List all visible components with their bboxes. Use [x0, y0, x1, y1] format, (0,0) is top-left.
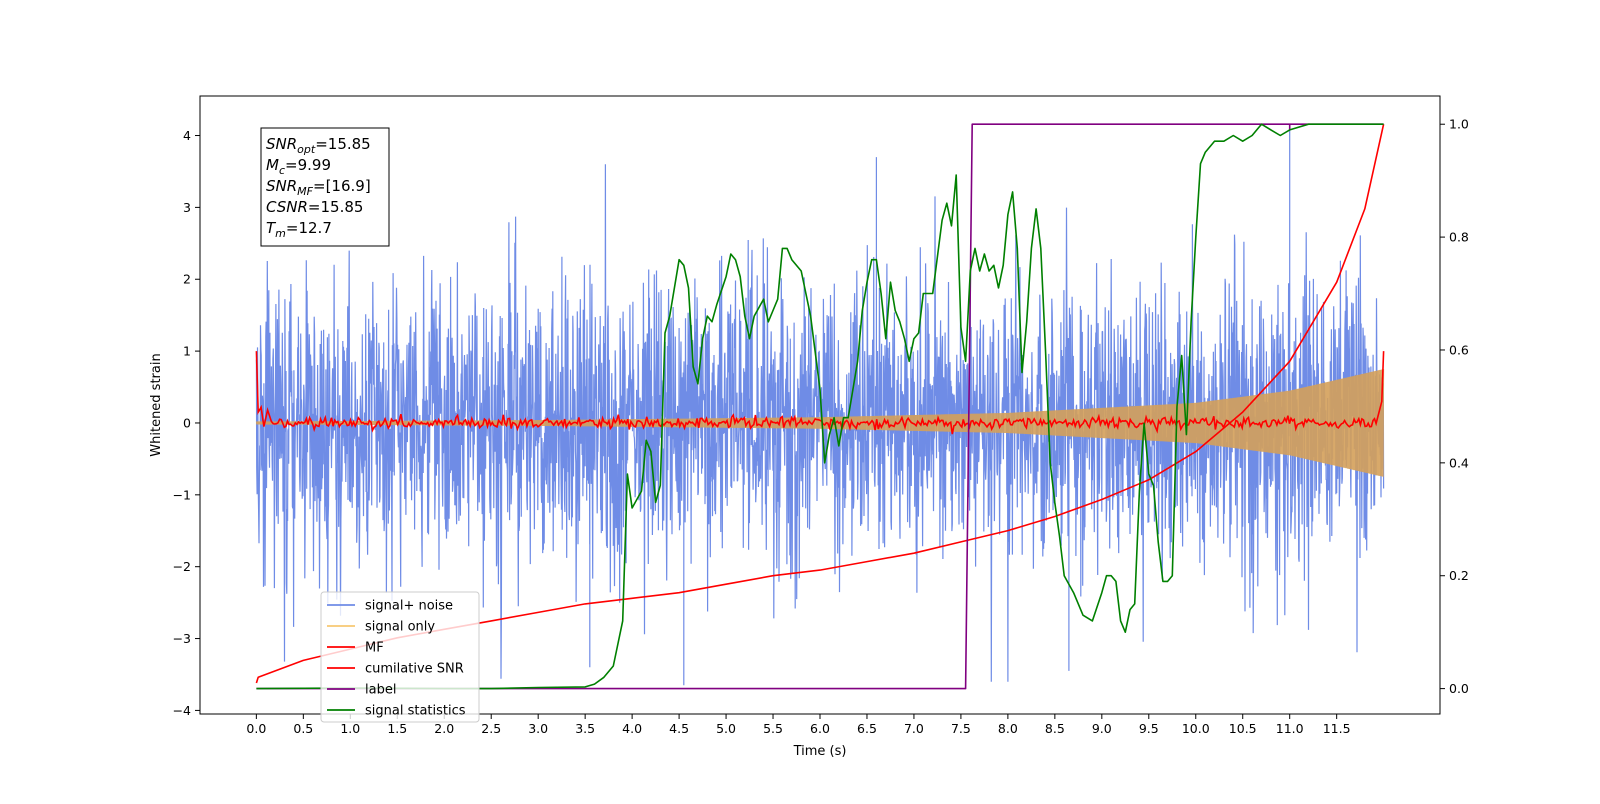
- y-left-tick-label: 0: [183, 415, 191, 430]
- axes-layer: 0.0 0.5 1.0 1.5 2.0 2.5 3.0 3.5 4.0 4.5 5.0 5.5 6.0 6…: [173, 117, 1469, 736]
- x-tick-label: 0.5: [293, 721, 313, 736]
- y-right-tick-label: 0.4: [1449, 455, 1469, 470]
- stats-annotation-frame: [260, 127, 390, 247]
- x-tick-label: 4.0: [622, 721, 642, 736]
- x-tick-label: 5.0: [716, 721, 736, 736]
- x-tick-label: 8.5: [1045, 721, 1065, 736]
- label-line: [256, 123, 1384, 690]
- x-tick-label: 1.0: [340, 721, 360, 736]
- x-tick-label: 4.5: [669, 721, 689, 736]
- y-left-tick-label: 4: [183, 128, 191, 143]
- legend-item-label: label: [365, 683, 396, 698]
- legend: signal+ noise signal only MF cumilative SNR…: [320, 591, 480, 723]
- plot-series-layer: [255, 123, 1385, 690]
- x-tick-label: 3.5: [575, 721, 595, 736]
- y-right-tick-label: 1.0: [1449, 117, 1469, 132]
- x-tick-label: 11.5: [1323, 721, 1351, 736]
- x-tick-label: 7.0: [904, 721, 924, 736]
- y-axis-label: Whitened strain: [149, 353, 164, 456]
- legend-item-label: signal only: [365, 620, 435, 635]
- y-right-tick-label: 0.0: [1449, 681, 1469, 696]
- x-tick-label: 0.0: [246, 721, 266, 736]
- x-tick-label: 10.5: [1229, 721, 1257, 736]
- x-tick-label: 7.5: [951, 721, 971, 736]
- legend-item-label: cumilative SNR: [365, 662, 464, 677]
- legend-item-label: MF: [365, 641, 384, 656]
- x-tick-label: 2.5: [481, 721, 501, 736]
- y-left-tick-label: −4: [173, 703, 191, 718]
- x-tick-label: 11.0: [1276, 721, 1304, 736]
- stats-annotation-line: Tm=12.7: [266, 219, 332, 240]
- legend-item-label: signal+ noise: [365, 599, 453, 614]
- x-tick-label: 6.5: [857, 721, 877, 736]
- x-tick-label: 6.0: [810, 721, 830, 736]
- x-tick-label: 1.5: [387, 721, 407, 736]
- x-tick-label: 8.0: [998, 721, 1018, 736]
- x-tick-label: 9.5: [1139, 721, 1159, 736]
- y-left-tick-label: 2: [183, 272, 191, 287]
- stats-annotation-box: SNRopt=15.85Mc=9.99SNRMF=[16.9]CSNR=15.8…: [260, 127, 390, 247]
- x-tick-label: 3.0: [528, 721, 548, 736]
- y-left-tick-label: −1: [173, 487, 191, 502]
- signal-plus-noise-line: [255, 124, 1385, 686]
- stats-annotation-line: SNRopt=15.85: [266, 135, 371, 156]
- stats-annotation-line: SNRMF=[16.9]: [266, 177, 371, 198]
- x-tick-label: 2.0: [434, 721, 454, 736]
- x-axis-label: Time (s): [793, 744, 847, 759]
- y-left-tick-label: −2: [173, 559, 191, 574]
- signal-only-line: [255, 369, 1385, 477]
- stats-annotation-line: CSNR=15.85: [266, 198, 363, 216]
- x-tick-label: 10.0: [1182, 721, 1210, 736]
- y-left-tick-label: −3: [173, 631, 191, 646]
- y-left-tick-label: 3: [183, 200, 191, 215]
- legend-item-label: signal statistics: [365, 704, 466, 719]
- legend-frame: [320, 591, 480, 723]
- stats-annotation-line: Mc=9.99: [266, 156, 331, 177]
- signal-statistics-line: [256, 123, 1384, 690]
- x-tick-label: 9.0: [1092, 721, 1112, 736]
- y-right-tick-label: 0.6: [1449, 342, 1469, 357]
- y-right-tick-label: 0.8: [1449, 230, 1469, 245]
- y-left-tick-label: 1: [183, 344, 191, 359]
- x-tick-label: 5.5: [763, 721, 783, 736]
- y-right-tick-label: 0.2: [1449, 568, 1469, 583]
